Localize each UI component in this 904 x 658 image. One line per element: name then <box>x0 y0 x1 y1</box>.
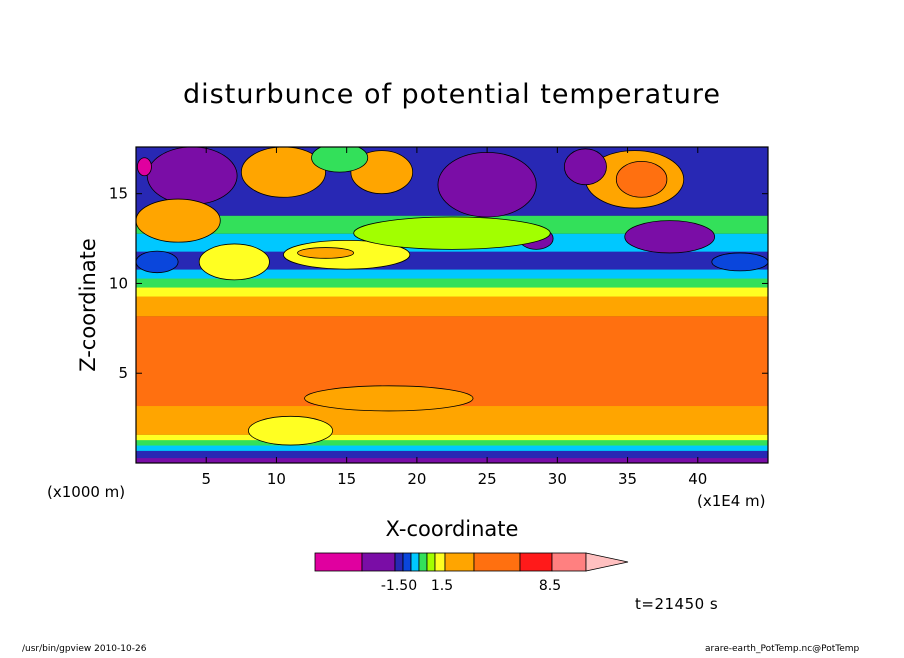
colorbar-swatch-10 <box>473 552 521 572</box>
contour-feature-9 <box>563 148 607 186</box>
contour-band-6 <box>136 405 768 435</box>
contour-feature-20 <box>304 385 474 412</box>
plot-frame <box>135 146 769 464</box>
contour-feature-11 <box>136 198 221 243</box>
colorbar-swatch-6 <box>418 552 428 572</box>
footer-right: arare-earth_PotTemp.nc@PotTemp <box>705 644 860 654</box>
colorbar-labels: -1.50 1.5 8.5 <box>381 578 561 594</box>
colorbar-swatch-7 <box>426 552 436 572</box>
contour-features <box>136 147 768 446</box>
colorbar-swatch-8 <box>434 552 446 572</box>
contour-feature-18 <box>711 252 768 272</box>
contour-feature-4 <box>615 160 668 198</box>
contour-feature-6 <box>437 151 537 218</box>
contour-band-1 <box>136 457 768 463</box>
colorbar-label-3: 8.5 <box>539 578 561 594</box>
contour-band-10 <box>136 278 768 288</box>
y-tick-label-3: 15 <box>109 185 128 203</box>
colorbar-swatch-2 <box>361 552 396 572</box>
y-tick-label-2: 10 <box>109 274 128 292</box>
colorbar-swatch-3 <box>394 552 404 572</box>
contour-band-3 <box>136 445 768 451</box>
contour-band-5 <box>136 434 768 441</box>
y-tick-label-1: 5 <box>118 364 128 382</box>
contour-feature-1 <box>240 147 326 198</box>
colorbar-label-2: 1.5 <box>431 578 453 594</box>
x-tick-label-2: 10 <box>267 470 286 488</box>
contour-band-11 <box>136 269 768 279</box>
contour-feature-12 <box>198 243 270 281</box>
x-unit-right: (x1E4 m) <box>697 492 766 510</box>
x-tick-label-3: 15 <box>337 470 356 488</box>
colorbar-swatch-12 <box>551 552 587 572</box>
colorbar-label-1: -1.50 <box>381 578 417 594</box>
colorbar-arrow <box>585 552 629 572</box>
contour-feature-5 <box>146 147 238 205</box>
contour-feature-19 <box>247 415 334 446</box>
x-tick-label-7: 35 <box>618 470 637 488</box>
x-tick-label-1: 5 <box>201 470 211 488</box>
x-tick-label-6: 30 <box>548 470 567 488</box>
x-unit-left: (x1000 m) <box>47 483 125 501</box>
contour-feature-17 <box>136 250 179 274</box>
contour-feature-15 <box>353 216 551 250</box>
colorbar <box>314 552 629 572</box>
plot-area <box>136 147 768 463</box>
x-tick-label-4: 20 <box>407 470 426 488</box>
y-axis-ticks: 5 10 15 <box>109 185 768 382</box>
contour-band-2 <box>136 450 768 459</box>
chart-title: disturbunce of potential temperature <box>183 79 721 110</box>
colorbar-swatch-1 <box>314 552 363 572</box>
contour-feature-14 <box>297 247 355 259</box>
colorbar-swatch-11 <box>519 552 553 572</box>
x-tick-label-8: 40 <box>688 470 707 488</box>
contour-band-9 <box>136 287 768 297</box>
footer-left: /usr/bin/gpview 2010-10-26 <box>22 644 147 654</box>
colorbar-swatch-9 <box>444 552 475 572</box>
contour-feature-10 <box>137 157 152 177</box>
contour-feature-16 <box>311 147 369 173</box>
x-tick-label-5: 25 <box>478 470 497 488</box>
contour-band-4 <box>136 439 768 446</box>
time-label: t=21450 s <box>635 595 718 613</box>
contour-band-8 <box>136 296 768 317</box>
y-axis-label: Z-coordinate <box>76 238 100 372</box>
colorbar-swatch-4 <box>402 552 412 572</box>
contour-feature-7 <box>624 220 716 254</box>
colorbar-swatch-5 <box>410 552 420 572</box>
x-axis-label: X-coordinate <box>386 517 519 541</box>
x-axis-ticks: 5 10 15 20 25 30 35 40 <box>201 147 707 488</box>
